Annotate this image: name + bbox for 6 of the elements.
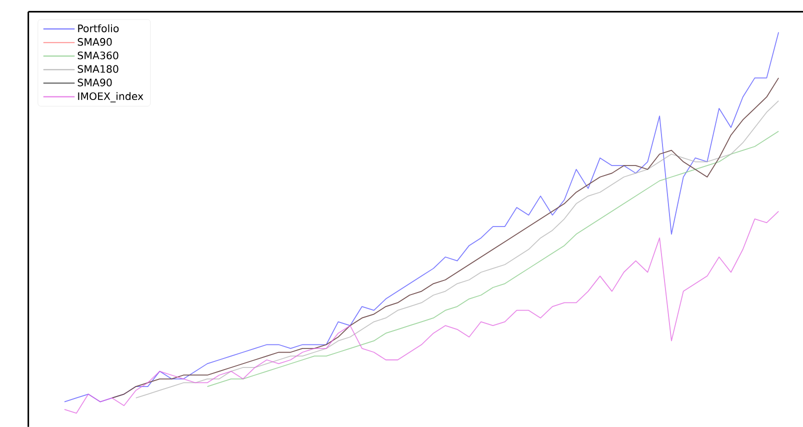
legend-label: Portfolio [78, 24, 119, 32]
legend-label: SMA90 [78, 38, 112, 46]
legend-label: SMA180 [78, 65, 118, 73]
legend-label: SMA90 [78, 78, 112, 86]
legend-label: IMOEX_index [78, 92, 144, 102]
legend-label: SMA360 [78, 52, 118, 60]
